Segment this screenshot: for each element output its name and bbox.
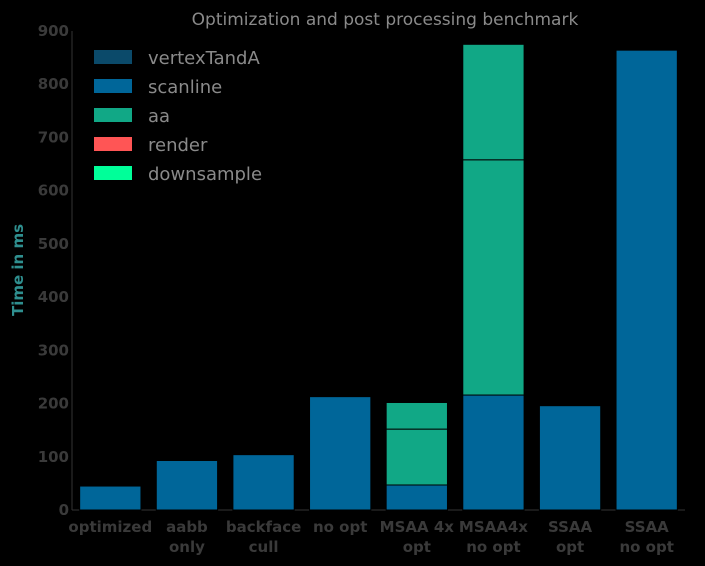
x-tick-label: SSAA opt: [548, 518, 593, 556]
y-tick-label: 500: [38, 235, 69, 253]
legend-label-render: render: [148, 135, 208, 156]
y-tick-label: 200: [38, 395, 69, 413]
bar-scanline: [385, 484, 448, 511]
x-tick-label: MSAA 4x opt: [380, 518, 455, 556]
bar-aa: [385, 428, 448, 486]
bar-scanline: [232, 454, 295, 511]
legend-label-scanline: scanline: [148, 77, 222, 98]
y-axis-label: Time in ms: [9, 224, 27, 316]
x-tick-label: no opt: [313, 518, 367, 536]
x-tick-label: backface cull: [226, 518, 301, 556]
bar-aa: [462, 159, 525, 396]
y-tick-label: 900: [38, 22, 69, 40]
y-tick-label: 800: [38, 75, 69, 93]
legend: vertexTandA scanline aa render downsample: [94, 48, 262, 185]
legend-swatch-downsample: [94, 166, 132, 180]
legend-swatch-aa: [94, 108, 132, 122]
x-tick-label: MSAA4x no opt: [459, 518, 528, 556]
y-tick-label: 700: [38, 128, 69, 146]
y-tick-label: 300: [38, 341, 69, 359]
legend-label-downsample: downsample: [148, 164, 262, 185]
x-tick-label: optimized: [68, 518, 152, 536]
legend-label-vertexTandA: vertexTandA: [148, 48, 260, 69]
bar-scanline: [538, 405, 602, 511]
legend-swatch-render: [94, 137, 132, 151]
bar-scanline: [615, 49, 678, 511]
legend-swatch-vertexTandA: [94, 50, 132, 64]
legend-swatch-scanline: [94, 79, 132, 93]
y-tick-label: 100: [38, 448, 69, 466]
legend-label-aa: aa: [148, 106, 170, 127]
bar-scanline: [309, 396, 372, 511]
y-tick-label: 400: [38, 288, 69, 306]
x-tick-label: aabb only: [166, 518, 208, 556]
x-tick-label: SSAA no opt: [619, 518, 673, 556]
y-tick-label: 0: [59, 501, 69, 519]
bar-scanline: [155, 460, 219, 511]
bar-scanline: [462, 394, 525, 511]
bar-downsample: [462, 43, 525, 161]
bar-scanline: [79, 485, 142, 511]
y-tick-label: 600: [38, 182, 69, 200]
bar-downsample: [385, 401, 448, 430]
chart-title: Optimization and post processing benchma…: [192, 10, 579, 30]
